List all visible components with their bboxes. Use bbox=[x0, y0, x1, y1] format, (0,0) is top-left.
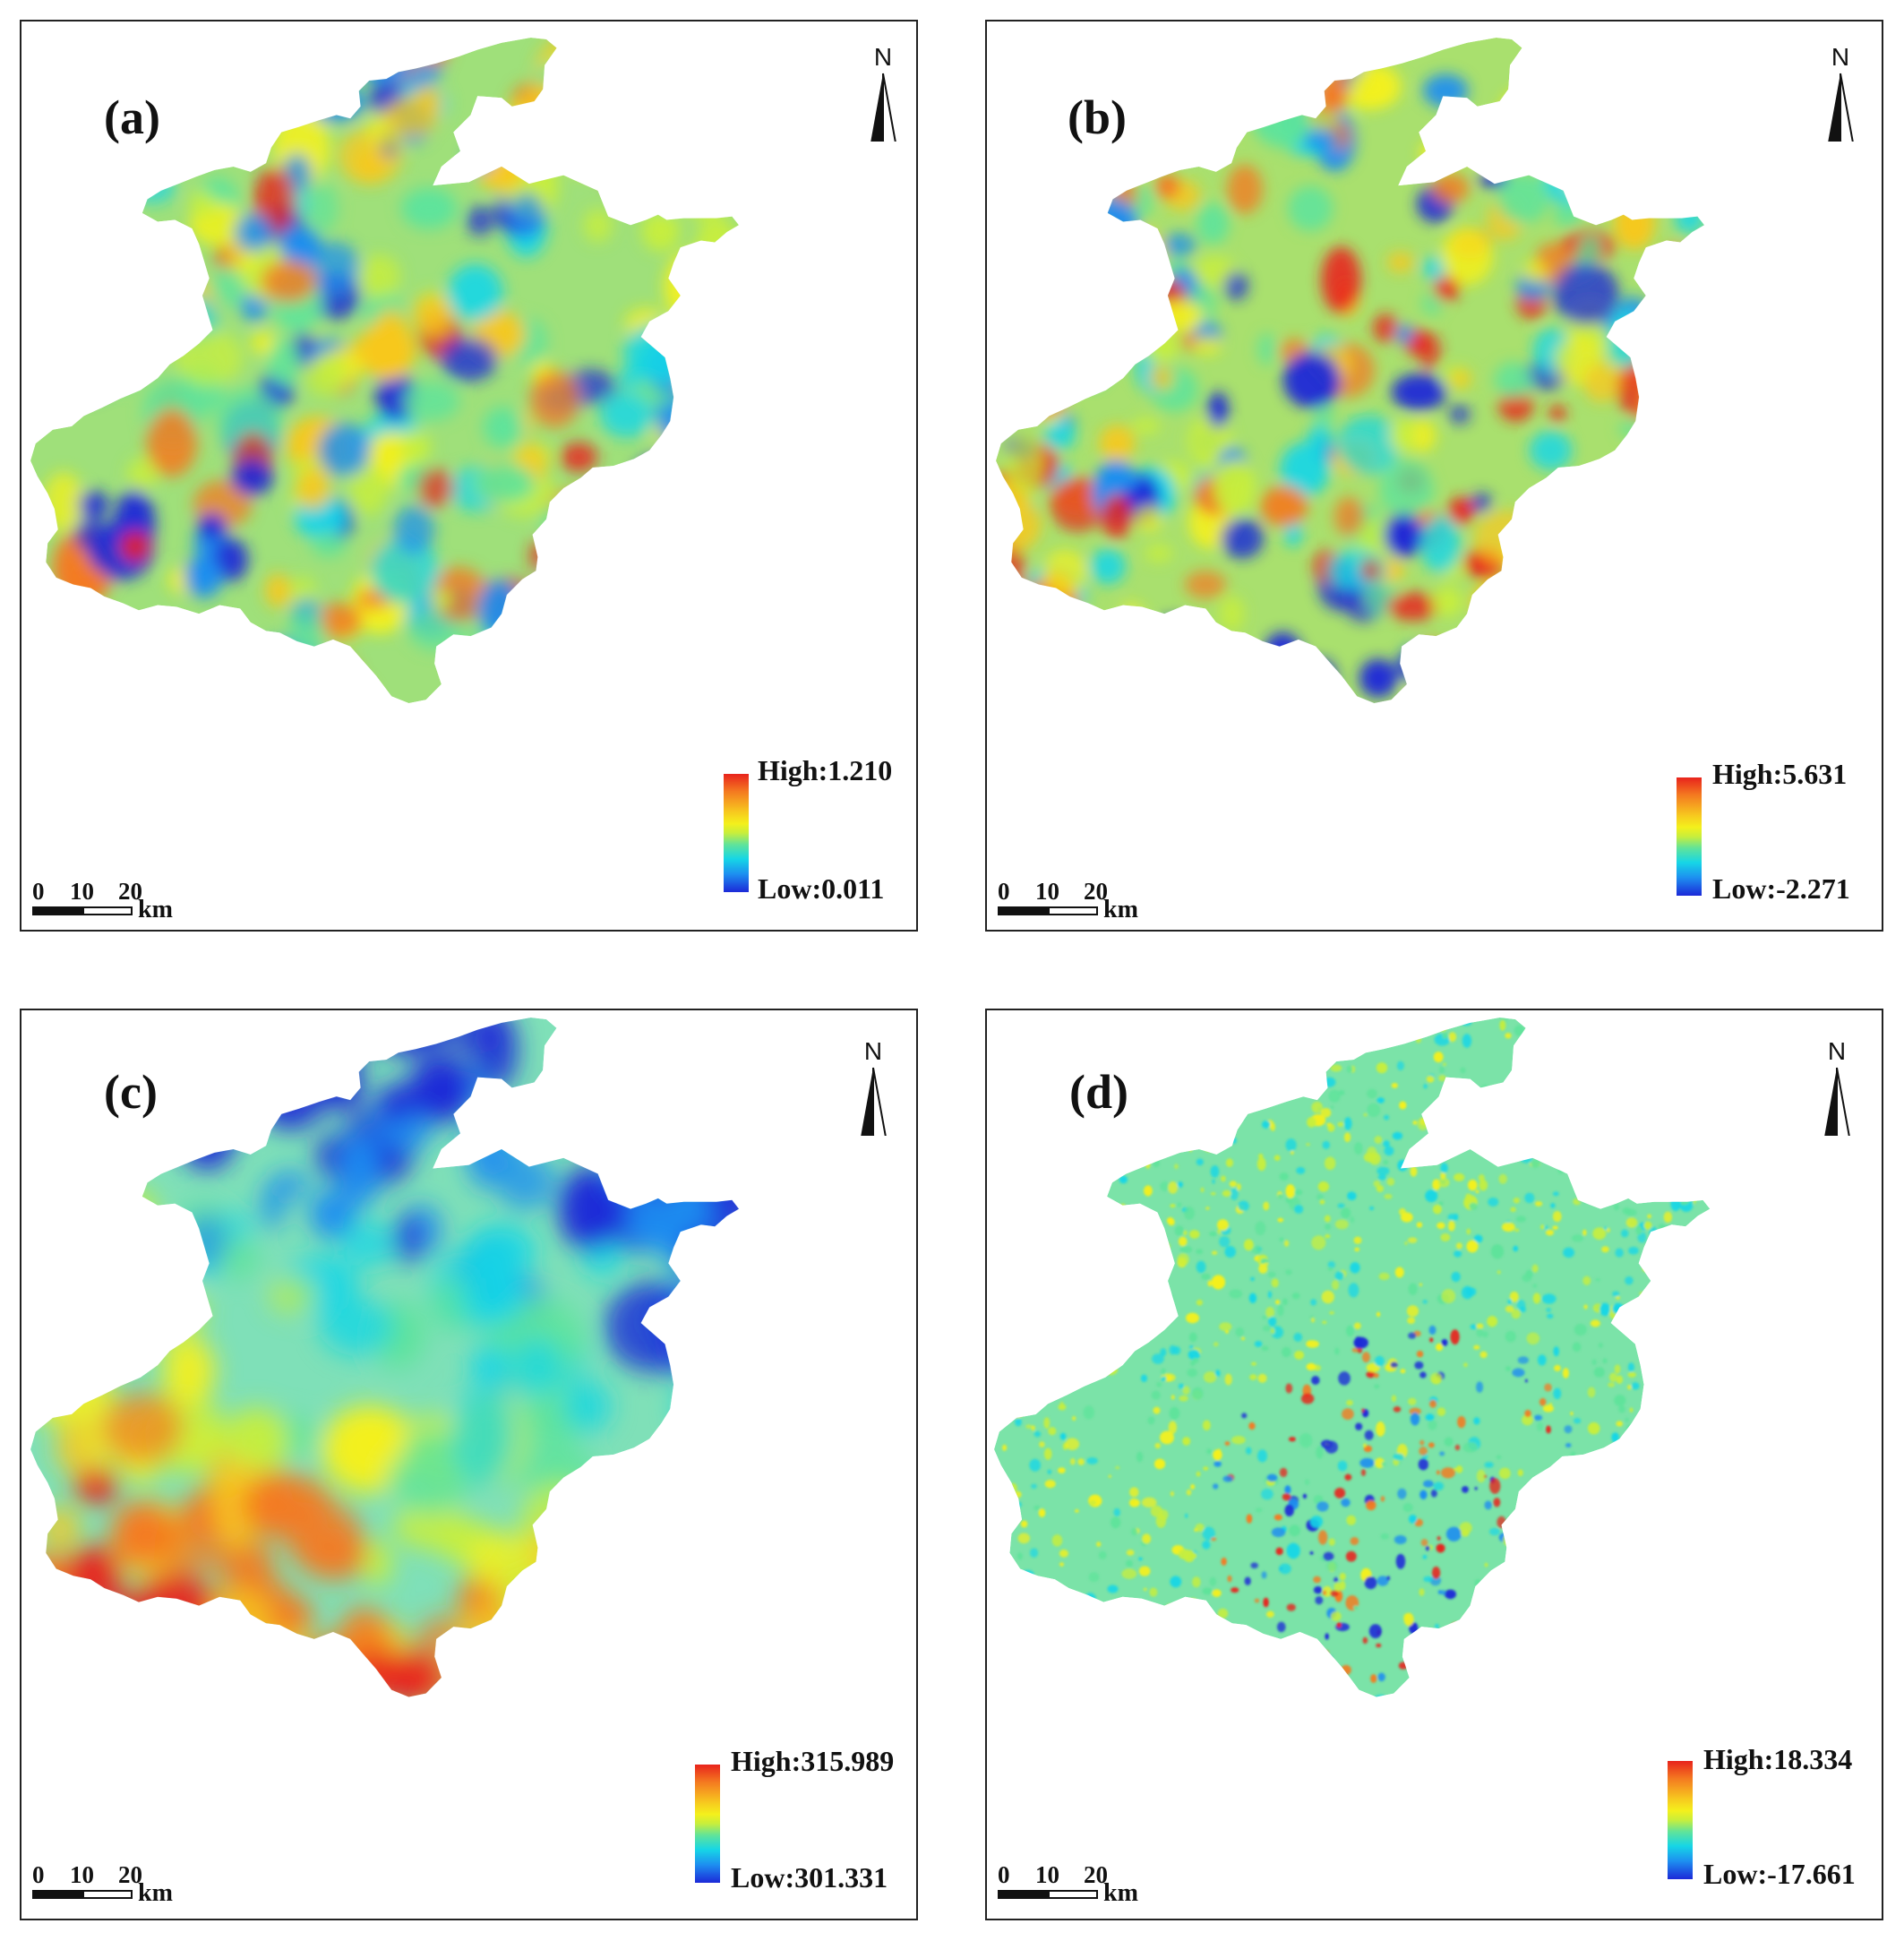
map-panel-c: (c) N High:315.989 Low:301.331 0 10 20 k… bbox=[20, 1009, 918, 1920]
scale-tick-20: 20 bbox=[1084, 878, 1108, 905]
heatmap-a bbox=[30, 38, 740, 704]
scale-tick-0: 0 bbox=[32, 1861, 45, 1888]
legend-colorbar bbox=[695, 1765, 720, 1883]
north-label: N bbox=[1827, 1037, 1847, 1065]
legend-colorbar bbox=[1668, 1761, 1693, 1879]
scale-tick-10: 10 bbox=[70, 1861, 94, 1888]
scale-bar: 0 10 20 km bbox=[32, 1861, 176, 1907]
scale-unit: km bbox=[138, 896, 173, 923]
legend-colorbar bbox=[724, 774, 749, 892]
scale-bar: 0 10 20 km bbox=[998, 878, 1141, 923]
legend-colorbar bbox=[1677, 777, 1702, 896]
panel-label: (c) bbox=[104, 1065, 158, 1119]
scale-tick-20: 20 bbox=[1084, 1861, 1108, 1888]
map-panel-a: (a) N High:1.210 Low:0.011 0 10 20 km bbox=[20, 20, 918, 932]
legend-high-label: High:1.210 bbox=[758, 754, 893, 786]
north-arrow-icon: N bbox=[1818, 43, 1863, 142]
north-arrow-icon: N bbox=[861, 43, 905, 142]
scale-unit: km bbox=[1103, 896, 1138, 923]
panel-label: (b) bbox=[1068, 90, 1127, 144]
panel-label: (a) bbox=[104, 90, 160, 144]
north-arrow-icon: N bbox=[1814, 1037, 1859, 1136]
north-label: N bbox=[873, 43, 893, 71]
legend-high-label: High:315.989 bbox=[731, 1745, 895, 1777]
legend-high-label: High:5.631 bbox=[1712, 758, 1848, 790]
legend-high-label: High:18.334 bbox=[1703, 1743, 1853, 1775]
scale-tick-10: 10 bbox=[1035, 878, 1059, 905]
scale-tick-10: 10 bbox=[1035, 1861, 1059, 1888]
legend-low-label: Low:301.331 bbox=[731, 1861, 888, 1894]
scale-tick-0: 0 bbox=[32, 878, 45, 905]
heatmap-b bbox=[996, 38, 1705, 704]
scale-tick-20: 20 bbox=[118, 1861, 142, 1888]
scale-bar: 0 10 20 km bbox=[998, 1861, 1141, 1907]
north-arrow-icon: N bbox=[851, 1037, 896, 1136]
scale-tick-20: 20 bbox=[118, 878, 142, 905]
scale-tick-10: 10 bbox=[70, 878, 94, 905]
north-label: N bbox=[1831, 43, 1850, 71]
scale-tick-0: 0 bbox=[998, 878, 1010, 905]
legend-low-label: Low:-17.661 bbox=[1703, 1858, 1856, 1890]
scale-bar: 0 10 20 km bbox=[32, 878, 176, 923]
heatmap-d bbox=[994, 1018, 1711, 1697]
legend-low-label: Low:0.011 bbox=[758, 872, 885, 905]
map-panel-b: (b) N High:5.631 Low:-2.271 0 10 20 km bbox=[985, 20, 1883, 932]
heatmap-c bbox=[30, 1018, 740, 1697]
scale-tick-0: 0 bbox=[998, 1861, 1010, 1888]
map-panel-d: (d) N High:18.334 Low:-17.661 0 10 20 km bbox=[985, 1009, 1883, 1920]
north-label: N bbox=[863, 1037, 883, 1065]
panel-label: (d) bbox=[1069, 1065, 1128, 1119]
scale-unit: km bbox=[1103, 1879, 1138, 1907]
legend-low-label: Low:-2.271 bbox=[1712, 872, 1850, 905]
scale-unit: km bbox=[138, 1879, 173, 1907]
